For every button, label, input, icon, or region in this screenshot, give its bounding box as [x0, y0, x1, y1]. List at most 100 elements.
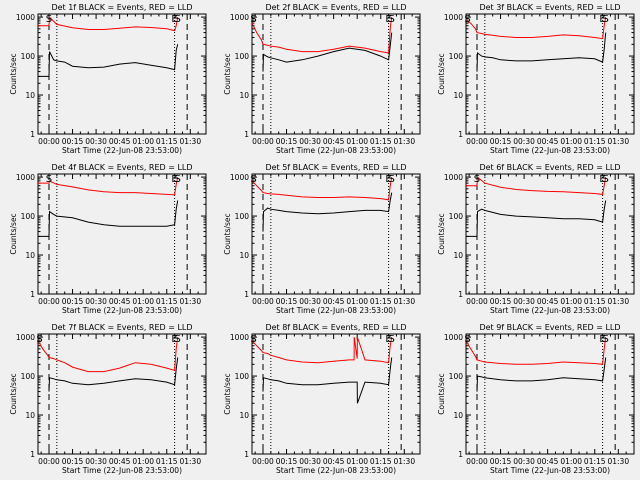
- lld-series-line: [38, 337, 179, 373]
- x-axis-label: Start Time (22-Jun-08 23:53:00): [62, 146, 182, 155]
- x-tick-label: 00:30: [513, 457, 535, 466]
- x-tick-label: 00:00: [252, 297, 274, 306]
- y-tick-label: 1000: [230, 333, 249, 342]
- plot-frame: [251, 13, 421, 135]
- x-tick-label: 01:00: [560, 137, 582, 146]
- x-axis-label: Start Time (22-Jun-08 23:53:00): [490, 466, 610, 475]
- x-axis-label: Start Time (22-Jun-08 23:53:00): [276, 146, 396, 155]
- x-tick-label: 00:00: [38, 137, 60, 146]
- detector-panel-3: Det 3f BLACK = Events, RED = LLD 1 10 100 10…: [437, 3, 635, 155]
- x-axis-label: Start Time (22-Jun-08 23:53:00): [62, 466, 182, 475]
- detector-panel-2: Det 2f BLACK = Events, RED = LLD 1 10 100 10…: [223, 3, 421, 155]
- x-tick-label: 01:30: [393, 297, 415, 306]
- segment-marker: S: [175, 14, 181, 25]
- y-tick-label: 1: [244, 290, 249, 299]
- y-tick-label: 1000: [444, 13, 463, 22]
- segment-marker: S: [175, 174, 181, 185]
- x-tick-label: 01:15: [584, 297, 606, 306]
- segment-marker: E: [385, 14, 391, 25]
- y-tick-label: 1: [244, 130, 249, 139]
- x-tick-label: 00:45: [537, 137, 559, 146]
- y-axis-label: Counts/sec: [9, 373, 18, 414]
- y-tick-label: 1: [458, 130, 463, 139]
- x-tick-label: 00:45: [109, 297, 131, 306]
- y-axis-label: Counts/sec: [437, 213, 446, 254]
- panel-title: Det 1f BLACK = Events, RED = LLD: [51, 3, 192, 12]
- plot-frame: [251, 173, 421, 295]
- lld-series-line: [38, 15, 179, 32]
- y-tick-label: 10: [239, 251, 249, 260]
- segment-marker: E: [599, 174, 605, 185]
- x-tick-label: 00:15: [62, 297, 84, 306]
- segment-marker: S: [464, 334, 470, 345]
- y-tick-label: 1000: [444, 333, 463, 342]
- x-tick-label: 01:30: [393, 457, 415, 466]
- y-tick-label: 1000: [16, 333, 35, 342]
- segment-marker: S: [175, 334, 181, 345]
- detector-panel-6: Det 6f BLACK = Events, RED = LLD 1 10 100 10…: [437, 163, 635, 315]
- y-tick-label: 10: [453, 91, 463, 100]
- y-axis-label: Counts/sec: [437, 373, 446, 414]
- segment-marker: E: [385, 334, 391, 345]
- x-tick-label: 01:15: [156, 297, 178, 306]
- y-tick-label: 10: [453, 411, 463, 420]
- plot-frame: [465, 13, 635, 135]
- x-tick-label: 01:30: [179, 457, 201, 466]
- x-tick-label: 01:15: [584, 137, 606, 146]
- lld-series-line: [466, 337, 607, 365]
- y-tick-label: 100: [449, 372, 464, 381]
- y-axis-label: Counts/sec: [437, 53, 446, 94]
- x-tick-label: 00:15: [62, 137, 84, 146]
- plot-frame: [465, 173, 635, 295]
- events-series-line: [466, 200, 607, 237]
- x-axis-label: Start Time (22-Jun-08 23:53:00): [276, 466, 396, 475]
- x-tick-label: 00:45: [323, 457, 345, 466]
- segment-marker: S: [603, 14, 609, 25]
- lld-series-line: [252, 177, 393, 201]
- segment-marker: E: [385, 174, 391, 185]
- x-tick-label: 00:00: [38, 297, 60, 306]
- plot-frame: [251, 333, 421, 455]
- x-tick-label: 00:30: [513, 297, 535, 306]
- detector-panel-8: Det 8f BLACK = Events, RED = LLD 1 10 100 10…: [223, 323, 421, 475]
- y-tick-label: 100: [21, 212, 36, 221]
- panel-title: Det 6f BLACK = Events, RED = LLD: [479, 163, 620, 172]
- plot-frame: [465, 333, 635, 455]
- y-tick-label: 1: [30, 130, 35, 139]
- x-tick-label: 00:45: [323, 137, 345, 146]
- events-series-line: [38, 200, 179, 237]
- y-tick-label: 10: [239, 411, 249, 420]
- detector-panel-7: Det 7f BLACK = Events, RED = LLD 1 10 100 10…: [9, 323, 207, 475]
- y-tick-label: 1000: [230, 173, 249, 182]
- detector-panel-1: Det 1f BLACK = Events, RED = LLD 1 10 100 10…: [9, 3, 207, 155]
- y-tick-label: 10: [25, 91, 35, 100]
- x-tick-label: 00:00: [466, 137, 488, 146]
- segment-marker: S: [603, 334, 609, 345]
- y-tick-label: 100: [449, 52, 464, 61]
- x-tick-label: 00:15: [490, 457, 512, 466]
- x-tick-label: 00:15: [62, 457, 84, 466]
- segment-marker: E: [171, 14, 177, 25]
- x-tick-label: 00:30: [85, 457, 107, 466]
- segment-marker: S: [464, 14, 470, 25]
- plot-frame: [37, 173, 207, 295]
- y-tick-label: 1: [458, 450, 463, 459]
- events-series-line: [262, 357, 393, 404]
- panel-title: Det 3f BLACK = Events, RED = LLD: [479, 3, 620, 12]
- detector-panel-4: Det 4f BLACK = Events, RED = LLD 1 10 100 10…: [9, 163, 207, 315]
- x-tick-label: 00:00: [252, 457, 274, 466]
- x-tick-label: 01:00: [132, 297, 154, 306]
- y-axis-label: Counts/sec: [223, 53, 232, 94]
- x-tick-label: 01:30: [607, 137, 629, 146]
- segment-marker: S: [250, 174, 256, 185]
- y-tick-label: 100: [235, 52, 250, 61]
- events-series-line: [48, 357, 179, 392]
- x-tick-label: 00:00: [466, 457, 488, 466]
- x-tick-label: 00:15: [490, 137, 512, 146]
- x-tick-label: 01:15: [156, 457, 178, 466]
- y-axis-label: Counts/sec: [223, 373, 232, 414]
- panel-title: Det 2f BLACK = Events, RED = LLD: [265, 3, 406, 12]
- segment-marker: S: [36, 334, 42, 345]
